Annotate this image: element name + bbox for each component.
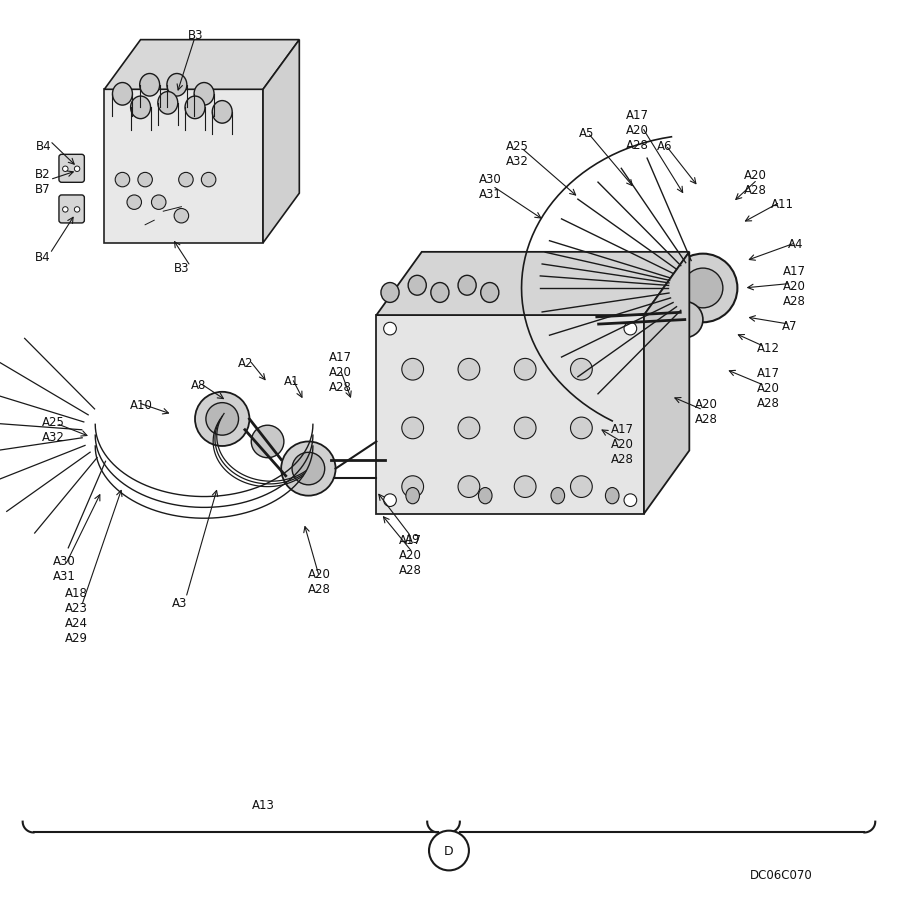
FancyBboxPatch shape xyxy=(59,196,84,224)
Circle shape xyxy=(292,453,325,485)
Text: A17
A20
A28: A17 A20 A28 xyxy=(611,422,634,465)
Circle shape xyxy=(683,269,723,308)
Circle shape xyxy=(514,476,536,498)
Text: A8: A8 xyxy=(190,379,206,391)
Circle shape xyxy=(429,831,469,870)
Circle shape xyxy=(668,254,737,323)
Ellipse shape xyxy=(408,276,426,296)
Text: A5: A5 xyxy=(579,127,594,140)
Circle shape xyxy=(201,173,216,188)
Text: A9: A9 xyxy=(405,532,420,545)
Text: B2
B7: B2 B7 xyxy=(34,168,50,197)
Circle shape xyxy=(74,167,80,172)
Circle shape xyxy=(571,418,592,439)
Circle shape xyxy=(514,359,536,381)
Ellipse shape xyxy=(112,83,132,106)
Circle shape xyxy=(195,392,249,446)
FancyBboxPatch shape xyxy=(104,90,263,244)
Ellipse shape xyxy=(431,283,449,303)
Ellipse shape xyxy=(405,488,419,504)
Text: A25
A32: A25 A32 xyxy=(506,139,529,168)
Circle shape xyxy=(281,442,336,496)
Polygon shape xyxy=(263,41,299,244)
Text: B3: B3 xyxy=(188,29,203,41)
Circle shape xyxy=(206,403,239,436)
Text: A17
A20
A28: A17 A20 A28 xyxy=(399,533,422,576)
Ellipse shape xyxy=(194,83,214,106)
Text: A2: A2 xyxy=(238,356,253,369)
Text: B4: B4 xyxy=(34,251,50,263)
Circle shape xyxy=(624,323,637,336)
Text: A18
A23
A24
A29: A18 A23 A24 A29 xyxy=(65,586,88,644)
Circle shape xyxy=(251,426,284,458)
Text: A25
A32: A25 A32 xyxy=(42,415,64,444)
Text: A20
A28: A20 A28 xyxy=(308,567,331,596)
Circle shape xyxy=(115,173,130,188)
Ellipse shape xyxy=(481,283,499,303)
Text: B4: B4 xyxy=(36,140,52,152)
Text: A12: A12 xyxy=(756,342,779,354)
Text: B3: B3 xyxy=(174,262,190,274)
Circle shape xyxy=(571,359,592,381)
FancyBboxPatch shape xyxy=(59,155,84,183)
Polygon shape xyxy=(376,253,689,316)
Text: A11: A11 xyxy=(771,198,794,211)
Circle shape xyxy=(74,207,80,213)
Ellipse shape xyxy=(478,488,492,504)
Text: A13: A13 xyxy=(252,798,275,811)
Circle shape xyxy=(458,359,480,381)
Circle shape xyxy=(402,476,424,498)
Text: A7: A7 xyxy=(782,320,797,333)
Ellipse shape xyxy=(605,488,619,504)
Ellipse shape xyxy=(458,276,476,296)
Circle shape xyxy=(384,494,396,507)
Circle shape xyxy=(514,418,536,439)
Text: D: D xyxy=(444,844,454,857)
Circle shape xyxy=(571,476,592,498)
Text: A3: A3 xyxy=(172,596,188,609)
Text: A17
A20
A28: A17 A20 A28 xyxy=(756,366,779,410)
Circle shape xyxy=(151,196,166,210)
Text: A20
A28: A20 A28 xyxy=(744,169,766,198)
Circle shape xyxy=(402,418,424,439)
Text: A10: A10 xyxy=(130,399,152,411)
Ellipse shape xyxy=(185,97,205,120)
Text: DC06C070: DC06C070 xyxy=(750,869,813,881)
Ellipse shape xyxy=(158,93,178,115)
Circle shape xyxy=(402,359,424,381)
Polygon shape xyxy=(644,253,689,514)
Circle shape xyxy=(63,167,68,172)
Circle shape xyxy=(179,173,193,188)
Ellipse shape xyxy=(381,283,399,303)
Circle shape xyxy=(624,494,637,507)
Text: A6: A6 xyxy=(657,140,672,152)
Ellipse shape xyxy=(131,97,151,120)
Circle shape xyxy=(127,196,141,210)
Text: A1: A1 xyxy=(284,374,299,387)
Text: A30
A31: A30 A31 xyxy=(53,554,75,583)
Circle shape xyxy=(458,476,480,498)
Circle shape xyxy=(384,323,396,336)
Ellipse shape xyxy=(167,74,187,97)
Text: A4: A4 xyxy=(788,238,804,251)
Circle shape xyxy=(138,173,152,188)
Text: A17
A20
A28: A17 A20 A28 xyxy=(783,264,805,308)
Text: A17
A20
A28: A17 A20 A28 xyxy=(626,109,649,152)
Circle shape xyxy=(667,302,703,338)
FancyBboxPatch shape xyxy=(376,316,644,514)
Text: A17
A20
A28: A17 A20 A28 xyxy=(329,351,352,394)
Circle shape xyxy=(458,418,480,439)
Polygon shape xyxy=(104,41,299,90)
Ellipse shape xyxy=(140,74,160,97)
Ellipse shape xyxy=(551,488,564,504)
Text: A30
A31: A30 A31 xyxy=(479,172,502,201)
Circle shape xyxy=(174,209,189,224)
Circle shape xyxy=(63,207,68,213)
Ellipse shape xyxy=(212,101,232,124)
Text: A20
A28: A20 A28 xyxy=(695,397,717,426)
